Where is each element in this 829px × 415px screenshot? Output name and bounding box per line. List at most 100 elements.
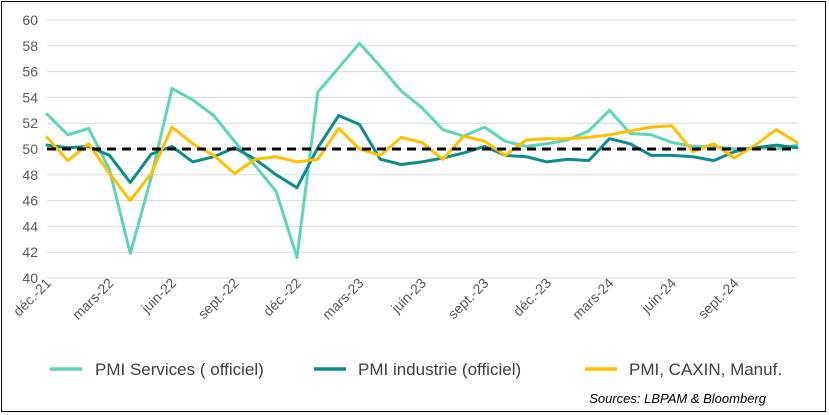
data-point — [253, 157, 257, 161]
data-point — [295, 186, 299, 190]
data-point — [795, 146, 799, 150]
data-point — [274, 190, 278, 194]
data-point — [587, 159, 591, 163]
data-point — [378, 153, 382, 157]
data-point — [441, 157, 445, 161]
x-tick-label: juin-24 — [637, 275, 679, 317]
data-point — [191, 142, 195, 146]
data-point — [149, 172, 153, 176]
data-point — [128, 181, 132, 185]
data-point — [483, 125, 487, 129]
series-3 — [45, 124, 799, 203]
data-point — [420, 160, 424, 164]
legend-label-caixin: PMI, CAXIN, Manuf. — [629, 360, 782, 379]
data-point — [170, 86, 174, 90]
data-point — [524, 138, 528, 142]
data-point — [587, 135, 591, 139]
legend-label-industrie: PMI industrie (officiel) — [358, 360, 521, 379]
y-tick-label: 40 — [22, 270, 38, 286]
data-point — [774, 143, 778, 147]
data-point — [712, 159, 716, 163]
data-point — [712, 142, 716, 146]
data-point — [566, 137, 570, 141]
data-point — [420, 106, 424, 110]
data-point — [316, 157, 320, 161]
data-point — [45, 112, 49, 116]
y-tick-label: 58 — [22, 38, 38, 54]
data-point — [108, 172, 112, 176]
data-point — [670, 124, 674, 128]
data-point — [253, 164, 257, 168]
data-point — [608, 108, 612, 112]
data-point — [691, 155, 695, 159]
data-point — [608, 133, 612, 137]
data-point — [503, 139, 507, 143]
y-tick-label: 52 — [22, 115, 38, 131]
data-point — [524, 155, 528, 159]
data-point — [45, 135, 49, 139]
data-point — [212, 153, 216, 157]
data-point — [149, 152, 153, 156]
data-point — [191, 98, 195, 102]
data-point — [274, 173, 278, 177]
y-tick-label: 42 — [22, 244, 38, 260]
data-point — [358, 122, 362, 126]
data-point — [733, 156, 737, 160]
x-tick-label: mars-24 — [569, 275, 617, 323]
data-point — [378, 64, 382, 68]
data-point — [128, 251, 132, 255]
data-point — [566, 157, 570, 161]
y-tick-label: 46 — [22, 193, 38, 209]
data-point — [358, 147, 362, 151]
data-point — [753, 143, 757, 147]
x-tick-label: sept.-23 — [445, 275, 492, 322]
data-point — [545, 137, 549, 141]
data-point — [108, 153, 112, 157]
data-point — [649, 133, 653, 137]
series-1 — [45, 41, 799, 259]
x-tick-label: sept.-22 — [195, 275, 242, 322]
data-point — [274, 155, 278, 159]
y-tick-label: 56 — [22, 64, 38, 80]
series-line — [45, 124, 799, 203]
data-point — [462, 151, 466, 155]
data-point — [295, 255, 299, 259]
data-point — [795, 141, 799, 145]
data-point — [441, 128, 445, 132]
x-tick-label: juin-22 — [137, 275, 179, 317]
data-point — [170, 125, 174, 129]
series-lines — [45, 41, 799, 259]
data-point — [399, 135, 403, 139]
x-tick-label: mars-22 — [69, 275, 117, 323]
data-point — [212, 113, 216, 117]
data-point — [649, 153, 653, 157]
data-point — [399, 162, 403, 166]
data-point — [420, 141, 424, 145]
data-point — [295, 160, 299, 164]
x-tick-label: sept.-24 — [695, 275, 742, 322]
data-point — [649, 125, 653, 129]
data-point — [337, 66, 341, 70]
data-point — [337, 126, 341, 130]
data-point — [608, 137, 612, 141]
data-point — [233, 139, 237, 143]
data-point — [378, 157, 382, 161]
x-tick-label: déc.-22 — [260, 275, 304, 319]
data-point — [503, 153, 507, 157]
data-point — [774, 128, 778, 132]
data-point — [462, 134, 466, 138]
data-point — [66, 159, 70, 163]
y-axis-ticks: 40 42 44 46 48 50 52 54 56 58 60 — [22, 12, 38, 286]
data-point — [733, 150, 737, 154]
source-note: Sources: LBPAM & Bloomberg — [589, 391, 767, 406]
data-point — [399, 89, 403, 93]
series-line — [45, 41, 799, 259]
data-point — [670, 153, 674, 157]
data-point — [233, 172, 237, 176]
data-point — [191, 160, 195, 164]
y-tick-label: 48 — [22, 167, 38, 183]
y-tick-label: 54 — [22, 89, 38, 105]
data-point — [587, 129, 591, 133]
